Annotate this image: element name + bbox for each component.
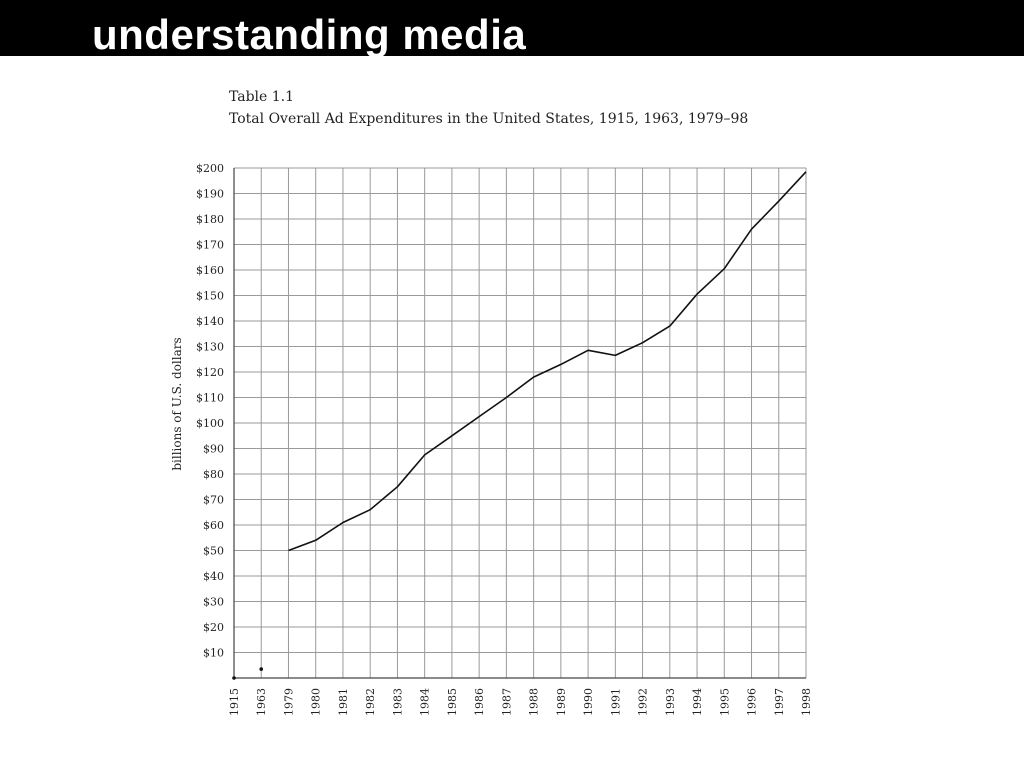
x-tick-label: 1989 — [555, 688, 568, 716]
y-axis-ticks: $10 $20 $30 $40 $50 $60 $70 $80 $90 $100 $110 $120 $… — [196, 162, 224, 660]
y-tick-label: $50 — [203, 545, 224, 558]
x-tick-label: 1963 — [255, 688, 268, 716]
x-tick-label: 1992 — [637, 688, 650, 716]
x-tick-label: 1996 — [746, 688, 759, 716]
chart-grid — [233, 167, 807, 679]
x-tick-label: 1995 — [718, 688, 731, 716]
x-tick-label: 1985 — [446, 688, 459, 716]
x-tick-label: 1984 — [419, 688, 432, 716]
x-tick-label: 1988 — [528, 688, 541, 716]
x-tick-label: 1981 — [337, 688, 350, 716]
y-tick-label: $140 — [196, 315, 224, 328]
y-tick-label: $150 — [196, 290, 224, 303]
x-tick-label: 1991 — [609, 688, 622, 716]
x-tick-label: 1983 — [391, 688, 404, 716]
x-tick-label: 1990 — [582, 688, 595, 716]
y-tick-label: $160 — [196, 264, 224, 277]
x-tick-label: 1979 — [282, 688, 295, 716]
y-tick-label: $30 — [203, 596, 224, 609]
y-tick-label: $110 — [196, 392, 224, 405]
table-label: Table 1.1 — [229, 89, 295, 105]
y-tick-label: $180 — [196, 213, 224, 226]
slide-title: understanding media — [92, 11, 527, 56]
y-tick-label: $100 — [196, 417, 224, 430]
y-tick-label: $20 — [203, 621, 224, 634]
x-tick-label: 1915 — [228, 688, 241, 716]
y-axis-label: billions of U.S. dollars — [170, 337, 184, 470]
y-tick-label: $80 — [203, 468, 224, 481]
x-axis-ticks: 1915 1963 1979 1980 1981 1982 1983 1984 1985 1986… — [228, 688, 813, 716]
y-tick-label: $90 — [203, 443, 224, 456]
x-tick-label: 1998 — [800, 688, 813, 716]
x-tick-label: 1982 — [364, 688, 377, 716]
x-tick-label: 1987 — [500, 688, 513, 716]
y-tick-label: $40 — [203, 570, 224, 583]
data-point — [232, 676, 236, 680]
x-tick-label: 1994 — [691, 688, 704, 716]
slide-header-bar: understanding media — [0, 0, 1024, 56]
y-tick-label: $70 — [203, 494, 224, 507]
y-tick-label: $130 — [196, 341, 224, 354]
x-tick-label: 1993 — [664, 688, 677, 716]
series-line — [288, 171, 807, 552]
x-tick-label: 1997 — [773, 688, 786, 716]
x-tick-label: 1980 — [310, 688, 323, 716]
y-tick-label: $170 — [196, 239, 224, 252]
chart-title: Total Overall Ad Expenditures in the Uni… — [229, 111, 749, 127]
data-point — [259, 667, 264, 671]
chart-series — [232, 171, 807, 680]
y-tick-label: $10 — [203, 647, 224, 660]
x-tick-label: 1986 — [473, 688, 486, 716]
y-tick-label: $60 — [203, 519, 224, 532]
y-tick-label: $190 — [196, 188, 224, 201]
y-tick-label: $200 — [196, 162, 224, 175]
y-tick-label: $120 — [196, 366, 224, 379]
